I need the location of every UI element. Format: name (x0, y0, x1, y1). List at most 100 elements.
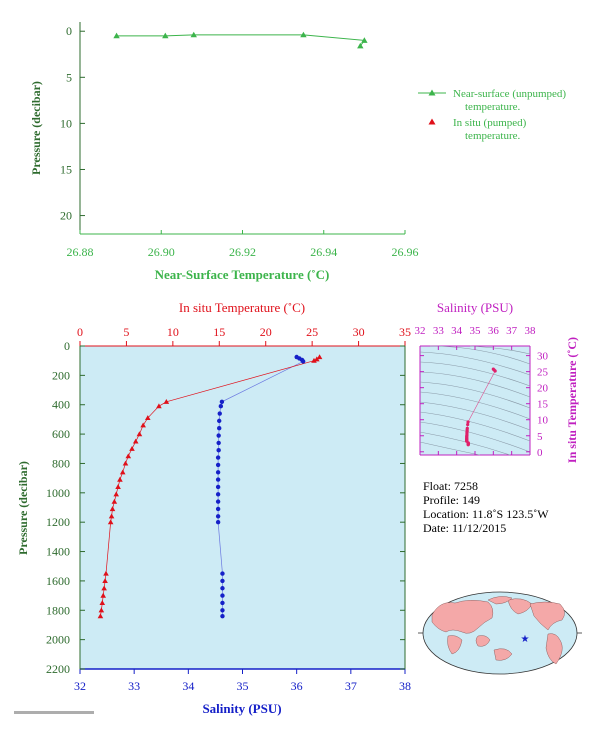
salinity-point (218, 403, 224, 409)
temperature-point (140, 422, 146, 428)
salinity-point (217, 411, 222, 416)
profile-salinity-tick-label: 37 (345, 679, 357, 693)
profile-temperature-tick-label: 20 (260, 325, 272, 339)
ts-temperature-tick-label: 15 (537, 399, 549, 411)
ts-temperature-tick-label: 20 (537, 383, 549, 395)
near-surface-point (113, 32, 120, 39)
float-location-star-icon: ★ (521, 634, 530, 645)
salinity-point (220, 586, 225, 591)
near-surface-point (357, 42, 364, 49)
near-surface-x-tick-label: 26.94 (310, 245, 337, 259)
ts-salinity-tick-label: 36 (488, 325, 500, 337)
salinity-point (216, 440, 221, 446)
float-info: Float: 7258 Profile: 149 Location: 11.8˚… (423, 479, 549, 535)
salinity-point (217, 418, 222, 424)
salinity-point (220, 600, 225, 606)
figure-tiny-code (14, 711, 94, 714)
profile-salinity-tick-label: 36 (291, 679, 303, 693)
temperature-point (117, 476, 123, 482)
near-surface-point (162, 32, 169, 39)
near-surface-point (190, 31, 197, 38)
salinity-point (217, 426, 222, 431)
profile-pressure-tick-label: 1200 (46, 515, 70, 529)
temperature-point (108, 513, 115, 519)
temperature-point (313, 356, 320, 362)
salinity-point (220, 613, 225, 619)
temperature-point (129, 445, 135, 451)
ts-point (493, 369, 497, 373)
salinity-point (220, 593, 225, 598)
profile-number: Profile: 149 (423, 493, 480, 507)
profile-pressure-tick-label: 2000 (46, 633, 70, 647)
temperature-point (316, 354, 323, 360)
profile-series (97, 354, 323, 619)
temperature-point (111, 498, 118, 504)
profile-salinity-ticks: 32 33 34 35 36 37 38 (74, 669, 411, 693)
near-surface-x-tick-label: 26.92 (229, 245, 256, 259)
near-surface-y-tick-label: 5 (66, 70, 72, 84)
ts-salinity-tick-label: 33 (433, 325, 445, 337)
salinity-point (215, 506, 221, 512)
near-surface-x-tick-label: 26.90 (148, 245, 175, 259)
temperature-point (109, 506, 116, 512)
salinity-point (300, 359, 306, 364)
legend-pumped-label-1: In situ (pumped) (453, 117, 527, 129)
salinity-point (215, 484, 221, 490)
profile-pressure-tick-label: 200 (52, 368, 70, 382)
salinity-point (215, 514, 221, 519)
legend-unpumped-label-2: temperature. (465, 101, 521, 113)
profile-temperature-tick-label: 0 (77, 325, 83, 339)
ts-point (466, 443, 470, 447)
near-surface-y-tick-label: 15 (60, 162, 72, 176)
ts-temperature-tick-label: 25 (537, 367, 549, 379)
profile-date: Date: 11/12/2015 (423, 521, 506, 535)
near-surface-series (113, 31, 368, 49)
temperature-point (115, 484, 121, 490)
near-surface-point (300, 31, 307, 38)
near-surface-chart: 26.88 26.90 26.92 26.94 26.96 0 5 10 15 20 Near-… (29, 22, 566, 282)
profile-pressure-tick-label: 1800 (46, 603, 70, 617)
profile-temperature-tick-label: 25 (306, 325, 318, 339)
ts-salinity-tick-label: 37 (506, 325, 518, 337)
salinity-point (215, 455, 221, 460)
ts-temperature-tick-label: 5 (537, 431, 543, 443)
profile-chart: 0 5 10 15 20 25 30 35 32 33 34 35 36 37 38 0 200 400 600… (14, 300, 411, 716)
profile-temperature-tick-label: 30 (353, 325, 365, 339)
profile-salinity-tick-label: 33 (128, 679, 140, 693)
salinity-point (215, 492, 221, 497)
profile-salinity-tick-label: 34 (182, 679, 194, 693)
salinity-point (220, 608, 225, 613)
world-map: ★ (418, 591, 582, 675)
salinity-point (215, 462, 221, 468)
profile-pressure-tick-label: 800 (52, 456, 70, 470)
profile-pressure-tick-label: 600 (52, 427, 70, 441)
near-surface-y-tick-label: 20 (60, 209, 72, 223)
salinity-point (220, 578, 225, 584)
salinity-point (220, 571, 225, 576)
temperature-point (163, 398, 170, 404)
legend-unpumped-marker (428, 89, 436, 96)
ts-temperature-tick-label: 10 (537, 415, 549, 427)
profile-pressure-ticks: 0 200 400 600 800 1000 1200 1400 1600 1800 2000 220… (46, 339, 405, 676)
ts-temperature-tick-label: 0 (537, 447, 543, 459)
temperature-point (156, 403, 162, 409)
ts-salinity-tick-label: 35 (470, 325, 482, 337)
near-surface-x-ticks: 26.88 26.90 26.92 26.94 26.96 (67, 230, 419, 259)
near-surface-y-tick-label: 0 (66, 24, 72, 38)
profile-temperature-label: In situ Temperature (˚C) (179, 300, 305, 315)
temperature-point (113, 491, 120, 497)
temperature-point (99, 600, 106, 606)
salinity-point (216, 433, 221, 438)
ts-salinity-ticks: 32 33 34 35 36 37 38 (415, 325, 536, 455)
ts-temperature-ticks: 0 5 10 15 20 25 30 (420, 351, 549, 459)
ts-point (466, 422, 470, 427)
ts-temperature-tick-label: 30 (537, 351, 549, 363)
profile-pressure-tick-label: 0 (64, 339, 70, 353)
ts-point (466, 420, 470, 424)
profile-salinity-label: Salinity (PSU) (202, 701, 281, 716)
salinity-point (215, 499, 221, 504)
temperature-point (101, 585, 107, 591)
salinity-point (215, 477, 221, 482)
profile-temperature-tick-label: 15 (213, 325, 225, 339)
profile-temperature-tick-label: 5 (123, 325, 129, 339)
